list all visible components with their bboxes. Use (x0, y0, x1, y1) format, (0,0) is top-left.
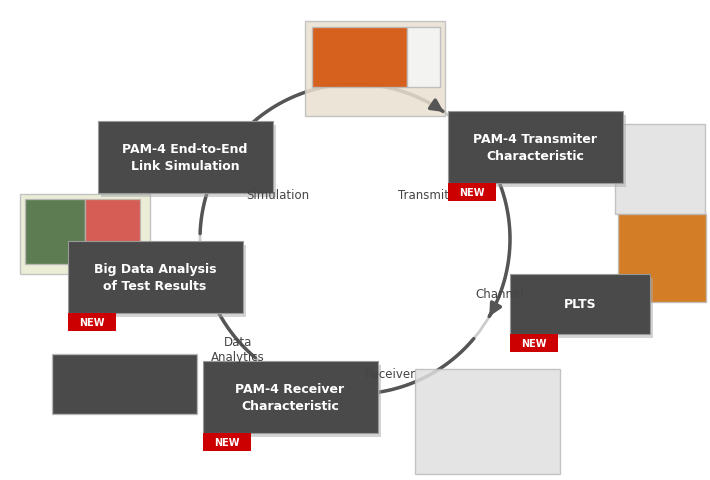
FancyBboxPatch shape (85, 200, 140, 264)
Text: Transmitter: Transmitter (398, 188, 466, 201)
FancyBboxPatch shape (312, 28, 407, 88)
Text: Simulation: Simulation (246, 188, 310, 201)
FancyBboxPatch shape (618, 215, 706, 302)
FancyBboxPatch shape (305, 22, 445, 117)
FancyBboxPatch shape (202, 433, 251, 451)
FancyBboxPatch shape (447, 112, 623, 184)
FancyBboxPatch shape (70, 245, 246, 317)
Text: PAM-4 End-to-End
Link Simulation: PAM-4 End-to-End Link Simulation (122, 143, 248, 173)
FancyBboxPatch shape (451, 116, 626, 188)
Text: PAM-4 Receiver
Characteristic: PAM-4 Receiver Characteristic (236, 382, 344, 412)
FancyBboxPatch shape (97, 122, 273, 193)
FancyBboxPatch shape (615, 125, 705, 215)
Text: Big Data Analysis
of Test Results: Big Data Analysis of Test Results (94, 263, 217, 292)
Text: NEW: NEW (79, 317, 104, 327)
FancyBboxPatch shape (205, 365, 381, 437)
FancyBboxPatch shape (67, 241, 243, 313)
Text: PAM-4 Transmiter
Characteristic: PAM-4 Transmiter Characteristic (473, 133, 597, 163)
FancyBboxPatch shape (407, 28, 440, 88)
FancyBboxPatch shape (25, 200, 85, 264)
Text: Receiver: Receiver (364, 368, 415, 381)
Text: Data
Analytics: Data Analytics (211, 336, 265, 363)
FancyBboxPatch shape (101, 126, 275, 198)
FancyBboxPatch shape (510, 275, 650, 334)
FancyBboxPatch shape (510, 334, 558, 352)
Text: PLTS: PLTS (564, 298, 596, 311)
FancyBboxPatch shape (202, 361, 378, 433)
Text: NEW: NEW (459, 188, 484, 198)
FancyBboxPatch shape (447, 184, 496, 202)
FancyBboxPatch shape (513, 278, 653, 338)
FancyBboxPatch shape (67, 313, 116, 331)
FancyBboxPatch shape (52, 354, 197, 414)
FancyBboxPatch shape (20, 194, 150, 275)
Text: NEW: NEW (214, 437, 239, 447)
FancyBboxPatch shape (415, 369, 560, 474)
Text: NEW: NEW (521, 338, 547, 348)
Text: Channel: Channel (476, 288, 524, 301)
